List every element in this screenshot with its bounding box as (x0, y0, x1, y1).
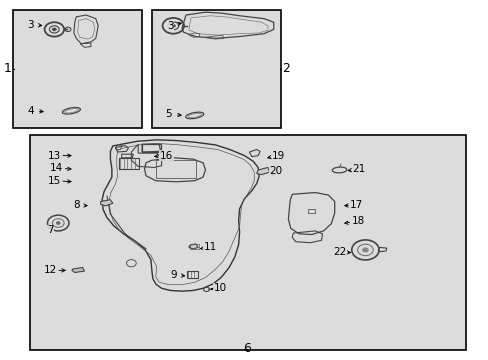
Text: 12: 12 (44, 265, 57, 275)
Text: 9: 9 (170, 270, 177, 280)
Text: 20: 20 (269, 166, 282, 176)
Text: 2: 2 (282, 62, 289, 75)
Text: 3: 3 (167, 21, 173, 31)
Text: 18: 18 (351, 216, 364, 226)
Circle shape (56, 222, 60, 225)
Bar (307, 209, 315, 213)
Bar (119, 158, 139, 169)
Polygon shape (72, 267, 84, 273)
Circle shape (52, 28, 56, 31)
Circle shape (362, 248, 367, 252)
Polygon shape (101, 200, 113, 206)
Text: 19: 19 (271, 150, 285, 161)
Text: 16: 16 (160, 150, 173, 161)
Text: 14: 14 (50, 163, 63, 173)
Bar (142, 144, 160, 152)
Text: 22: 22 (332, 247, 346, 257)
Polygon shape (256, 167, 269, 175)
Bar (13, 10, 142, 128)
Text: 5: 5 (165, 109, 172, 120)
Bar (186, 271, 197, 278)
Text: 15: 15 (48, 176, 61, 186)
Polygon shape (188, 244, 198, 249)
Text: 17: 17 (349, 200, 363, 210)
Text: 4: 4 (27, 106, 34, 116)
Text: 3: 3 (27, 20, 34, 30)
Bar (152, 10, 281, 128)
Text: 10: 10 (213, 283, 226, 293)
Bar (30, 135, 466, 350)
Text: 8: 8 (73, 200, 80, 210)
Text: 11: 11 (203, 242, 217, 252)
Circle shape (171, 24, 175, 27)
Text: 13: 13 (48, 150, 61, 161)
Bar (189, 244, 198, 249)
Bar (156, 160, 195, 178)
Text: 21: 21 (352, 164, 365, 174)
Text: 7: 7 (47, 225, 54, 235)
Text: 6: 6 (243, 342, 250, 355)
Text: 1: 1 (3, 62, 11, 75)
